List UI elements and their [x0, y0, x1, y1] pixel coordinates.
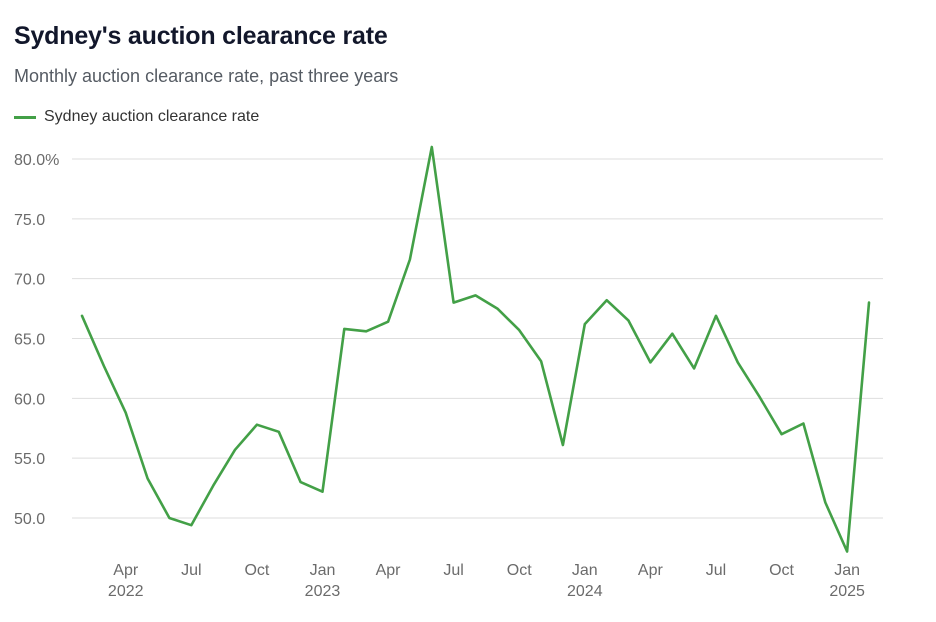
x-tick-label: Oct — [244, 562, 269, 579]
legend-swatch — [14, 115, 36, 119]
x-tick-label: Oct — [507, 562, 532, 579]
chart-title: Sydney's auction clearance rate — [14, 22, 388, 50]
y-tick-label: 60.0 — [14, 391, 45, 408]
y-tick-label: 70.0 — [14, 272, 45, 289]
y-tick-label: 75.0 — [14, 212, 45, 229]
y-axis-ticks: 80.0% 75.0 70.0 65.0 60.0 55.0 50.0 — [14, 152, 59, 528]
x-tick-year-label: 2025 — [829, 583, 865, 600]
x-tick-label: Apr — [638, 562, 664, 579]
y-tick-label: 80.0% — [14, 152, 59, 169]
x-tick-label: Jan — [834, 562, 860, 579]
x-tick-label: Jan — [310, 562, 336, 579]
y-tick-label: 55.0 — [14, 451, 45, 468]
x-tick-label: Jul — [443, 562, 463, 579]
legend-label: Sydney auction clearance rate — [44, 108, 260, 125]
x-tick-label: Apr — [113, 562, 139, 579]
y-tick-label: 65.0 — [14, 332, 45, 349]
series-line — [80, 145, 871, 553]
chart-subtitle: Monthly auction clearance rate, past thr… — [14, 66, 399, 86]
x-tick-year-label: 2023 — [305, 583, 341, 600]
x-tick-label: Jul — [706, 562, 726, 579]
legend: Sydney auction clearance rate — [14, 108, 259, 126]
x-tick-year-label: 2022 — [108, 583, 144, 600]
y-tick-label: 50.0 — [14, 511, 45, 528]
x-tick-year-label: 2024 — [567, 583, 603, 600]
gridlines — [72, 158, 883, 519]
x-tick-label: Apr — [376, 562, 402, 579]
x-tick-label: Oct — [769, 562, 794, 579]
series — [80, 145, 871, 553]
x-tick-label: Jul — [181, 562, 201, 579]
x-axis-ticks: Apr 2022 Jul Oct Jan 2023 Apr Jul Oct Jan 2024 Apr J… — [108, 562, 865, 600]
x-tick-label: Jan — [572, 562, 598, 579]
